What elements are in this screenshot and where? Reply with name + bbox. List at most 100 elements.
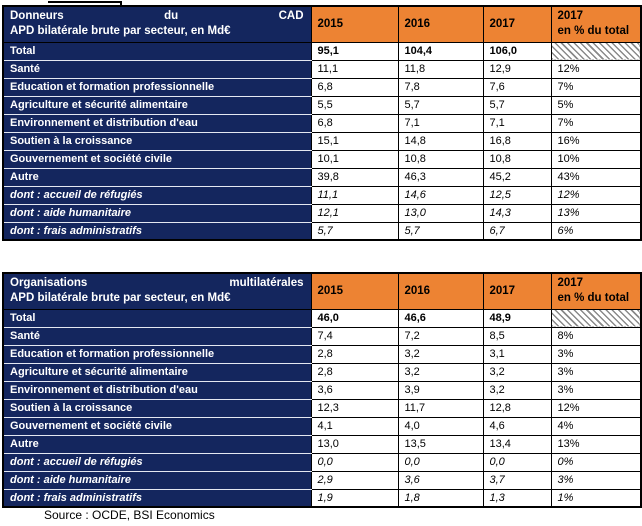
table-title-word: multilatérales	[229, 276, 304, 289]
value-cell: 3,6	[310, 380, 399, 400]
row-label: Gouvernement et société civile	[2, 149, 312, 169]
value-cell: 12,3	[310, 398, 399, 418]
value-cell: 10,8	[482, 149, 552, 169]
table-title-line: Organisations multilatérales	[10, 276, 304, 291]
value-cell: 14,8	[397, 131, 484, 151]
pct-header-line2: en % du total	[557, 292, 630, 305]
value-cell: 15,1	[310, 131, 399, 151]
table-header: Donneurs du CAD APD bilatérale brute par se…	[2, 5, 642, 43]
pct-cell: 6%	[550, 221, 642, 241]
pct-cell: 43%	[550, 167, 642, 187]
value-cell: 12,8	[482, 398, 552, 418]
table-row: Santé 7,4 7,2 8,5 8%	[2, 326, 642, 346]
table-row: Agriculture et sécurité alimentaire 5,5 5,…	[2, 95, 642, 115]
row-label: dont : accueil de réfugiés	[2, 185, 312, 205]
pct-column-header: 2017 en % du total	[550, 5, 642, 43]
pct-cell: 3%	[550, 470, 642, 490]
pct-cell: 0%	[550, 452, 642, 472]
year-column-header: 2015	[310, 272, 399, 310]
value-cell: 3,2	[482, 362, 552, 382]
value-cell: 5,7	[310, 221, 399, 241]
row-label: dont : frais administratifs	[2, 488, 312, 508]
value-cell: 14,6	[397, 185, 484, 205]
value-cell: 3,6	[397, 470, 484, 490]
row-label: Total	[2, 41, 312, 61]
table-row: Autre 13,0 13,5 13,4 13%	[2, 434, 642, 454]
pct-cell: 12%	[550, 185, 642, 205]
value-cell: 46,6	[397, 308, 484, 328]
source-note: Source : OCDE, BSI Economics	[44, 508, 215, 522]
year-column-header: 2017	[482, 5, 552, 43]
data-table-1: Donneurs du CAD APD bilatérale brute par se…	[2, 5, 642, 241]
value-cell: 39,8	[310, 167, 399, 187]
row-label: Environnement et distribution d'eau	[2, 113, 312, 133]
cropped-cell-border-artifact	[48, 1, 122, 3]
value-cell: 3,9	[397, 380, 484, 400]
data-table-2: Organisations multilatérales APD bilatéral…	[2, 272, 642, 508]
row-label: Total	[2, 308, 312, 328]
table-row: Autre 39,8 46,3 45,2 43%	[2, 167, 642, 187]
pct-cell: 3%	[550, 380, 642, 400]
table-row: dont : frais administratifs 1,9 1,8 1,3 1%	[2, 488, 642, 508]
pct-cell: 8%	[550, 326, 642, 346]
row-label: Agriculture et sécurité alimentaire	[2, 95, 312, 115]
row-label: Soutien à la croissance	[2, 398, 312, 418]
row-label: Autre	[2, 167, 312, 187]
table-title-word: Organisations	[10, 276, 88, 289]
value-cell: 0,0	[310, 452, 399, 472]
table-row: dont : aide humanitaire 2,9 3,6 3,7 3%	[2, 470, 642, 490]
row-label: Soutien à la croissance	[2, 131, 312, 151]
pct-column-header: 2017 en % du total	[550, 272, 642, 310]
pct-cell-hatched	[550, 41, 642, 61]
table-row: Education et formation professionnelle 2,…	[2, 344, 642, 364]
pct-header-line2: en % du total	[557, 25, 630, 38]
value-cell: 11,1	[310, 59, 399, 79]
year-column-header: 2017	[482, 272, 552, 310]
value-cell: 7,1	[397, 113, 484, 133]
row-label: Environnement et distribution d'eau	[2, 380, 312, 400]
value-cell: 4,1	[310, 416, 399, 436]
pct-cell: 5%	[550, 95, 642, 115]
value-cell: 1,9	[310, 488, 399, 508]
table-row: dont : accueil de réfugiés 0,0 0,0 0,0 0%	[2, 452, 642, 472]
pct-cell: 7%	[550, 77, 642, 97]
value-cell: 7,6	[482, 77, 552, 97]
table-row: Total 95,1 104,4 106,0	[2, 41, 642, 61]
row-label: dont : accueil de réfugiés	[2, 452, 312, 472]
pct-cell: 7%	[550, 113, 642, 133]
value-cell: 13,5	[397, 434, 484, 454]
row-label: Autre	[2, 434, 312, 454]
table-row: Environnement et distribution d'eau 3,6 3,…	[2, 380, 642, 400]
value-cell: 6,7	[482, 221, 552, 241]
year-column-header: 2015	[310, 5, 399, 43]
value-cell: 4,0	[397, 416, 484, 436]
value-cell: 13,4	[482, 434, 552, 454]
value-cell: 3,2	[397, 344, 484, 364]
table-subtitle: APD bilatérale brute par secteur, en Md€	[10, 24, 231, 37]
row-label: Education et formation professionnelle	[2, 344, 312, 364]
row-label: dont : frais administratifs	[2, 221, 312, 241]
value-cell: 4,6	[482, 416, 552, 436]
table-row: Agriculture et sécurité alimentaire 2,8 3,…	[2, 362, 642, 382]
value-cell: 10,8	[397, 149, 484, 169]
table-row: Soutien à la croissance 12,3 11,7 12,8 12%	[2, 398, 642, 418]
table-row: dont : accueil de réfugiés 11,1 14,6 12,5 12…	[2, 185, 642, 205]
pct-cell: 4%	[550, 416, 642, 436]
table-title-cell: Donneurs du CAD APD bilatérale brute par se…	[2, 5, 312, 43]
pct-cell: 3%	[550, 344, 642, 364]
table-title-word: du	[164, 9, 179, 22]
value-cell: 14,3	[482, 203, 552, 223]
year-column-header: 2016	[397, 5, 484, 43]
value-cell: 0,0	[397, 452, 484, 472]
pct-header-line1: 2017	[557, 277, 584, 290]
value-cell: 1,3	[482, 488, 552, 508]
row-label: dont : aide humanitaire	[2, 470, 312, 490]
value-cell: 3,7	[482, 470, 552, 490]
row-label: dont : aide humanitaire	[2, 203, 312, 223]
value-cell: 13,0	[310, 434, 399, 454]
value-cell: 12,5	[482, 185, 552, 205]
table-row: Soutien à la croissance 15,1 14,8 16,8 16%	[2, 131, 642, 151]
cropped-cell-border-tick	[120, 1, 122, 6]
value-cell: 7,4	[310, 326, 399, 346]
